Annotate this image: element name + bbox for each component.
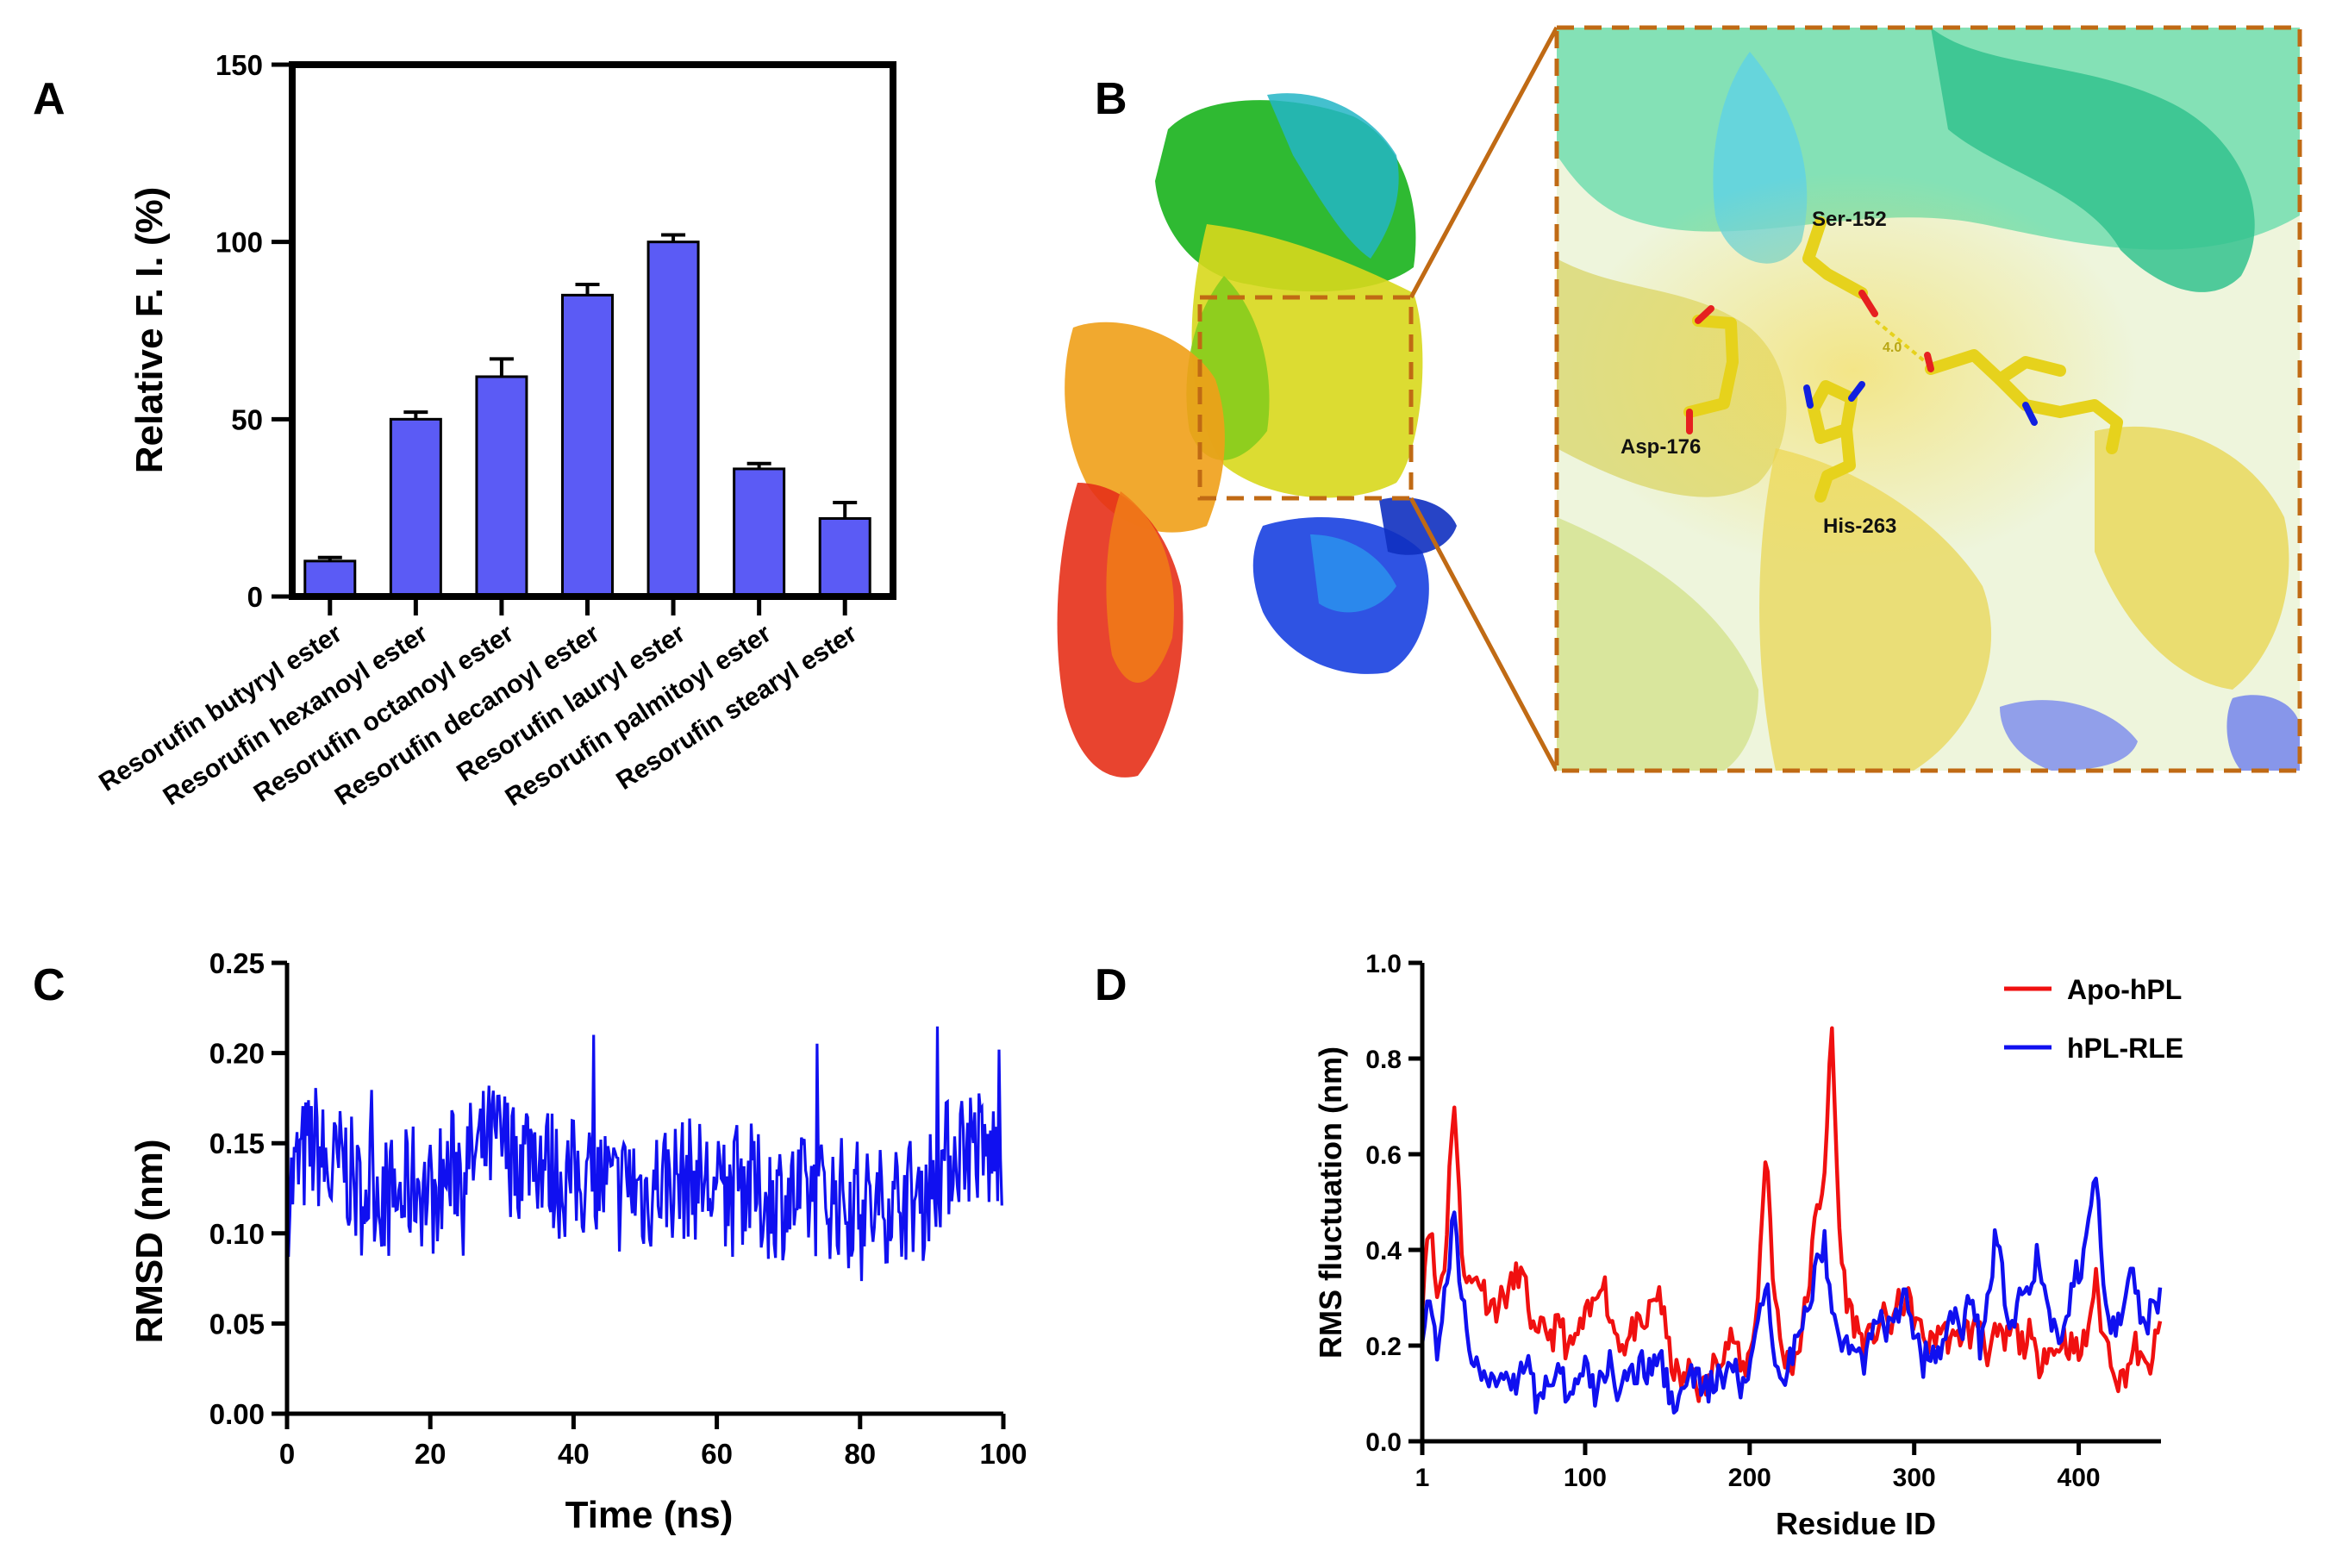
c-x-tick-label-20: 20 xyxy=(415,1438,447,1470)
d-y-tick-label-1.0: 1.0 xyxy=(1365,950,1402,978)
d-y-tick-label-0.4: 0.4 xyxy=(1365,1237,1402,1265)
y-tick-label-50: 50 xyxy=(231,403,263,435)
panel-a: A 0 50 100 150 Resorufin butyryl esterResor… xyxy=(33,49,896,812)
c-y-tick-label-0.20: 0.20 xyxy=(209,1038,265,1070)
zoom-region-box xyxy=(1197,295,1414,501)
active-site-zoom xyxy=(1557,28,2300,771)
hbond-distance-label: 4.0 xyxy=(1883,340,1902,355)
legend-label-apo-hpl: Apo-hPL xyxy=(2067,974,2182,1005)
d-y-tick-label-0.0: 0.0 xyxy=(1365,1428,1402,1457)
c-y-tick-label-0.10: 0.10 xyxy=(209,1218,265,1250)
residue-label-ser152: Ser-152 xyxy=(1812,208,1887,231)
y-tick-label-100: 100 xyxy=(215,227,263,259)
d-x-tick-label-300: 300 xyxy=(1893,1464,1936,1492)
c-y-tick-label-0.25: 0.25 xyxy=(209,947,265,979)
panel-d-x-axis-label: Residue ID xyxy=(1776,1506,1936,1541)
d-y-tick-label-0.8: 0.8 xyxy=(1365,1046,1402,1074)
residue-label-asp176: Asp-176 xyxy=(1621,435,1701,459)
y-tick-label-0: 0 xyxy=(247,581,263,613)
d-x-tick-label-200: 200 xyxy=(1728,1464,1771,1492)
bar-6 xyxy=(733,467,786,598)
bar-4 xyxy=(561,293,614,598)
legend-label-hpl-rle: hPL-RLE xyxy=(2067,1033,2183,1064)
zoom-connector-top xyxy=(1408,26,1559,299)
protein-overview-structure xyxy=(1057,93,1457,778)
panel-b: B xyxy=(1057,25,2302,778)
panel-c-plot: 0 20 40 60 80 100 0.00 0.05 0.10 0.15 0.20 0.25 xyxy=(209,947,1027,1470)
rmsf-line-hpl-rle xyxy=(1420,1176,2163,1415)
c-x-tick-label-0: 0 xyxy=(279,1438,295,1470)
panel-d: D 1 100 200 300 400 0.0 0.2 0.4 0.6 0.8 1.0 Residu… xyxy=(1095,950,2183,1541)
panel-d-y-axis-label: RMS fluctuation (nm) xyxy=(1313,1046,1348,1359)
rmsf-line-apo-hpl xyxy=(1420,1026,2163,1403)
panel-a-bars xyxy=(303,233,871,615)
panel-c-x-axis-label: Time (ns) xyxy=(565,1494,734,1536)
panel-c: C 0 20 40 60 80 100 0.00 0.05 0.10 0.15 0.20 0.25 T… xyxy=(33,947,1027,1536)
panel-a-y-ticks: 0 50 100 150 xyxy=(215,49,292,613)
d-x-tick-label-1: 1 xyxy=(1415,1464,1430,1492)
zoom-frame xyxy=(1554,25,2302,773)
panel-d-label: D xyxy=(1095,960,1127,1010)
y-tick-label-150: 150 xyxy=(215,49,263,81)
panel-c-y-axis-label: RMSD (nm) xyxy=(128,1139,171,1343)
rmsd-line xyxy=(285,1026,1003,1415)
d-y-tick-label-0.2: 0.2 xyxy=(1365,1333,1402,1361)
panel-b-label: B xyxy=(1095,74,1127,124)
panel-a-frame xyxy=(289,61,896,600)
panel-c-label: C xyxy=(33,960,66,1010)
c-x-tick-label-100: 100 xyxy=(979,1438,1027,1470)
bar-5 xyxy=(646,241,700,598)
zoom-connector-bottom xyxy=(1408,497,1559,772)
d-x-tick-label-100: 100 xyxy=(1564,1464,1607,1492)
bar-1 xyxy=(303,559,357,598)
c-y-tick-label-0.15: 0.15 xyxy=(209,1128,265,1159)
bar-3 xyxy=(475,375,528,598)
c-y-tick-label-0.00: 0.00 xyxy=(209,1398,265,1430)
bar-7 xyxy=(818,517,871,598)
panel-d-legend: Apo-hPL hPL-RLE xyxy=(2004,974,2183,1064)
panel-a-y-axis-label: Relative F. I. (%) xyxy=(128,187,171,474)
d-x-tick-label-400: 400 xyxy=(2058,1464,2101,1492)
panel-a-label: A xyxy=(33,74,66,124)
d-y-tick-label-0.6: 0.6 xyxy=(1365,1141,1402,1170)
hydrogen-bond xyxy=(1874,319,1927,364)
c-x-tick-label-80: 80 xyxy=(844,1438,876,1470)
c-x-tick-label-60: 60 xyxy=(701,1438,733,1470)
panel-d-plot: 1 100 200 300 400 0.0 0.2 0.4 0.6 0.8 1.0 xyxy=(1365,950,2163,1492)
bar-2 xyxy=(389,417,442,598)
residue-label-his263: His-263 xyxy=(1823,515,1896,538)
c-x-tick-label-40: 40 xyxy=(558,1438,590,1470)
c-y-tick-label-0.05: 0.05 xyxy=(209,1308,265,1340)
